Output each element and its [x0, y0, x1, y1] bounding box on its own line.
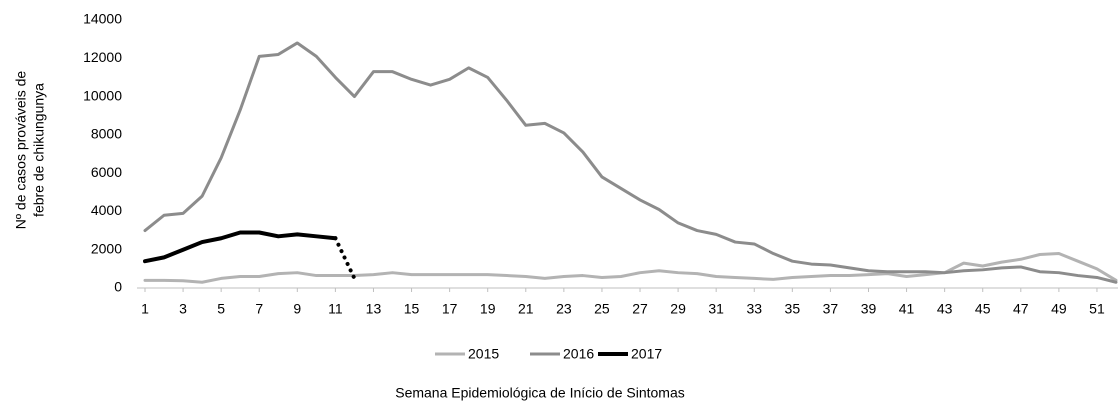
x-tick-label: 23 [556, 301, 572, 317]
x-tick-label: 21 [518, 301, 534, 317]
x-tick-label: 19 [480, 301, 496, 317]
x-tick-label: 41 [899, 301, 915, 317]
y-tick-label: 10000 [83, 87, 122, 103]
x-tick-label: 13 [366, 301, 382, 317]
x-tick-label: 39 [861, 301, 877, 317]
x-tick-label: 49 [1051, 301, 1067, 317]
x-tick-label: 25 [594, 301, 610, 317]
y-tick-label: 8000 [91, 126, 122, 142]
x-tick-label: 37 [823, 301, 839, 317]
x-tick-label: 47 [1013, 301, 1029, 317]
y-tick-label: 6000 [91, 164, 122, 180]
x-tick-label: 3 [179, 301, 187, 317]
y-axis-label: febre de chikungunya [31, 83, 47, 217]
legend-label: 2015 [468, 346, 499, 362]
x-tick-label: 45 [975, 301, 991, 317]
x-tick-label: 1 [141, 301, 149, 317]
x-tick-label: 9 [293, 301, 301, 317]
y-tick-label: 0 [114, 279, 122, 295]
y-tick-label: 2000 [91, 240, 122, 256]
series-line-dotted [333, 236, 357, 281]
x-tick-label: 5 [217, 301, 225, 317]
x-tick-label: 15 [404, 301, 420, 317]
x-tick-label: 29 [670, 301, 686, 317]
series-line [143, 41, 1118, 284]
x-tick-label: 27 [632, 301, 648, 317]
legend-label: 2017 [631, 346, 662, 362]
y-axis-label: Nº de casos prováveis de [13, 71, 29, 230]
x-tick-label: 31 [708, 301, 724, 317]
y-tick-label: 14000 [83, 11, 122, 27]
series-line [143, 230, 338, 264]
x-tick-label: 35 [785, 301, 801, 317]
x-tick-label: 33 [746, 301, 762, 317]
y-tick-label: 4000 [91, 202, 122, 218]
x-tick-label: 11 [328, 301, 343, 317]
x-axis-label: Semana Epidemiológica de Início de Sinto… [395, 385, 685, 401]
x-tick-label: 7 [255, 301, 263, 317]
y-tick-label: 12000 [83, 49, 122, 65]
x-tick-label: 51 [1089, 301, 1105, 317]
x-tick-label: 17 [442, 301, 458, 317]
x-tick-label: 43 [937, 301, 953, 317]
legend-label: 2016 [563, 346, 594, 362]
series-line [143, 252, 1118, 284]
